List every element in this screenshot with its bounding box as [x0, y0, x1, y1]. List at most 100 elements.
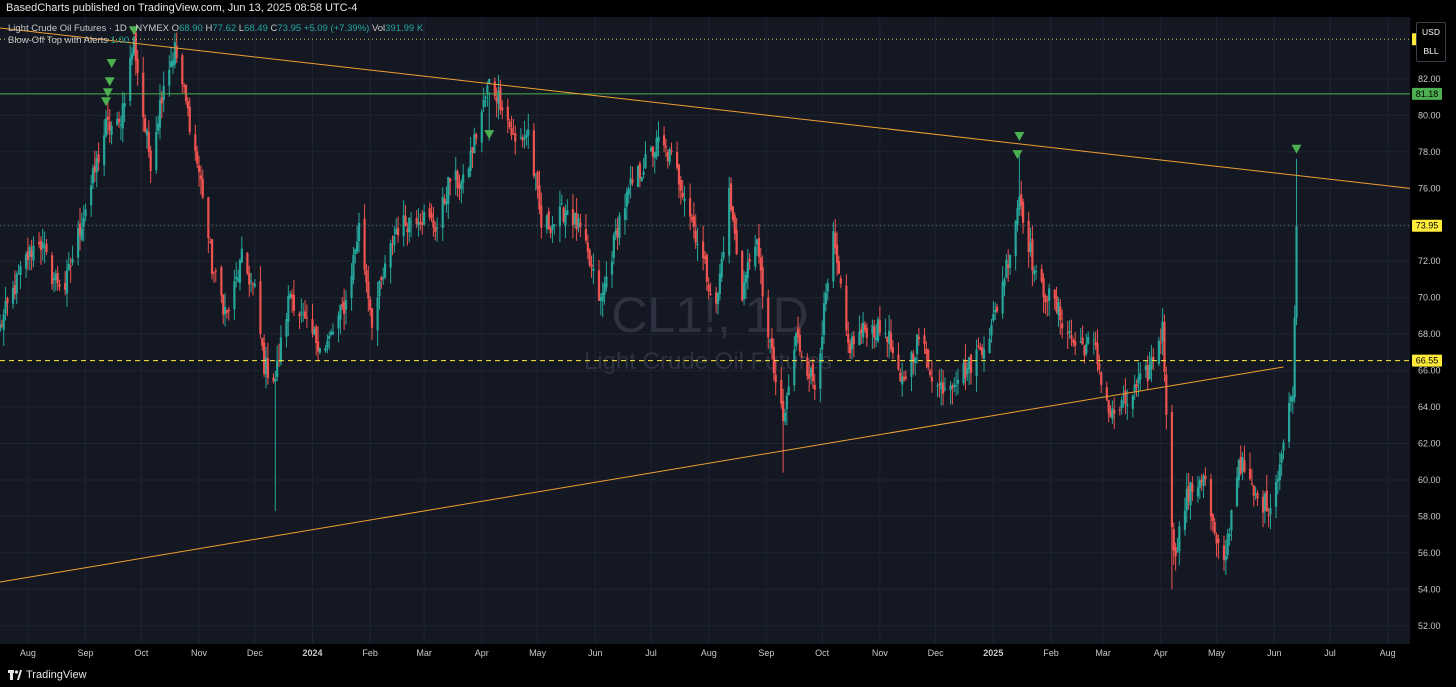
candle-body	[1187, 486, 1190, 502]
candle-body	[1124, 390, 1127, 404]
candle-body	[19, 266, 22, 276]
candle-body	[1163, 321, 1166, 373]
candle-body	[214, 270, 217, 272]
indicator-name: Blow-Off Top with Alerts	[8, 35, 108, 46]
candle-body	[1213, 521, 1216, 534]
candle-body	[813, 384, 816, 390]
legend-low: L68.49	[238, 23, 268, 34]
price-chart[interactable]: 52.00 54.00 56.00 58.00 60.00 62.00 64.00 66.00…	[0, 17, 1456, 664]
candle-body	[1137, 376, 1140, 384]
candle-body	[1159, 342, 1162, 344]
candle-body	[1094, 342, 1097, 346]
footer-brand: TradingView	[26, 669, 87, 681]
candle-body	[553, 224, 556, 227]
candle-body	[210, 239, 214, 275]
candle-body	[469, 150, 472, 171]
candle-body	[1005, 259, 1008, 278]
candle-body	[618, 215, 621, 238]
candle-body	[417, 222, 420, 226]
candle-body	[238, 260, 242, 283]
candle-body	[173, 42, 176, 65]
candle-body	[129, 57, 132, 101]
candle-body	[391, 245, 394, 247]
candle-body	[488, 78, 491, 85]
candle-body	[666, 151, 669, 161]
currency-unit-toggle[interactable]: USD BLL	[1416, 22, 1446, 62]
currency-label[interactable]: USD	[1422, 27, 1440, 37]
candle-body	[1278, 464, 1281, 481]
candle-body	[848, 343, 852, 353]
candle-body	[527, 129, 530, 136]
candle-body	[793, 349, 796, 386]
legend-indicator-row[interactable]: Blow-Off Top with Alerts 1.00	[8, 35, 423, 47]
candle-body	[586, 242, 589, 252]
x-tick-label: Mar	[1095, 648, 1111, 658]
candle-body	[1176, 551, 1179, 553]
candle-body	[540, 205, 543, 228]
candle-body	[729, 183, 733, 210]
candle-body	[657, 136, 660, 143]
candle-body	[110, 125, 113, 135]
candle-body	[875, 337, 878, 341]
candle-body	[1096, 343, 1099, 365]
candle-body	[1113, 410, 1116, 414]
candle-body	[975, 349, 978, 376]
candle-body	[1254, 493, 1257, 495]
candle-body	[871, 325, 874, 334]
candle-body	[1295, 225, 1298, 318]
candle-body	[655, 137, 658, 157]
candle-body	[365, 270, 368, 283]
candle-body	[1157, 340, 1160, 364]
candle-body	[951, 386, 954, 389]
legend-ohlc-row: Light Crude Oil Futures · 1D · NYMEX O68…	[8, 23, 423, 35]
candle-body	[558, 206, 562, 227]
x-tick-label: 2024	[302, 648, 322, 658]
price-level-label: 73.95	[1416, 221, 1439, 231]
y-tick-label: 54.00	[1418, 584, 1441, 594]
candle-body	[1261, 496, 1265, 513]
candle-body	[95, 158, 98, 173]
price-level-box	[1412, 87, 1442, 100]
candle-body	[261, 337, 264, 346]
unit-label[interactable]: BLL	[1423, 46, 1439, 56]
candle-body	[649, 147, 653, 152]
candle-body	[264, 357, 268, 375]
candle-body	[746, 262, 749, 278]
candle-body	[143, 118, 147, 132]
chart-background	[0, 17, 1456, 664]
candle-body	[897, 354, 900, 370]
candle-body	[1070, 335, 1073, 339]
candle-body	[573, 212, 576, 225]
candle-body	[835, 244, 839, 264]
candle-body	[689, 198, 692, 217]
candle-body	[936, 385, 939, 387]
candle-body	[1068, 330, 1071, 334]
candle-body	[914, 357, 917, 364]
candle-body	[186, 101, 189, 109]
candle-body	[942, 382, 945, 394]
candle-body	[811, 363, 814, 382]
candle-body	[612, 235, 615, 258]
candle-body	[130, 53, 134, 60]
candle-body	[123, 103, 126, 107]
candle-body	[994, 309, 997, 313]
candle-body	[566, 210, 569, 215]
candle-body	[597, 270, 601, 301]
candle-body	[782, 401, 785, 421]
candle-body	[1109, 411, 1112, 418]
candle-body	[1183, 510, 1187, 531]
x-tick-label: Sep	[758, 648, 774, 658]
chart-area[interactable]: 52.00 54.00 56.00 58.00 60.00 62.00 64.00 66.00…	[0, 17, 1456, 664]
x-tick-label: Jun	[588, 648, 603, 658]
candle-body	[428, 208, 431, 218]
candle-body	[1107, 399, 1110, 413]
y-tick-label: 60.00	[1418, 475, 1441, 485]
candle-body	[770, 338, 774, 349]
y-tick-label: 80.00	[1418, 110, 1441, 120]
blowoff-marker-icon	[104, 77, 115, 87]
blowoff-marker-icon	[484, 130, 495, 140]
candle-body	[1174, 547, 1177, 557]
price-level-box	[1412, 219, 1442, 232]
candle-body	[694, 230, 697, 243]
price-level-box	[1412, 354, 1442, 367]
